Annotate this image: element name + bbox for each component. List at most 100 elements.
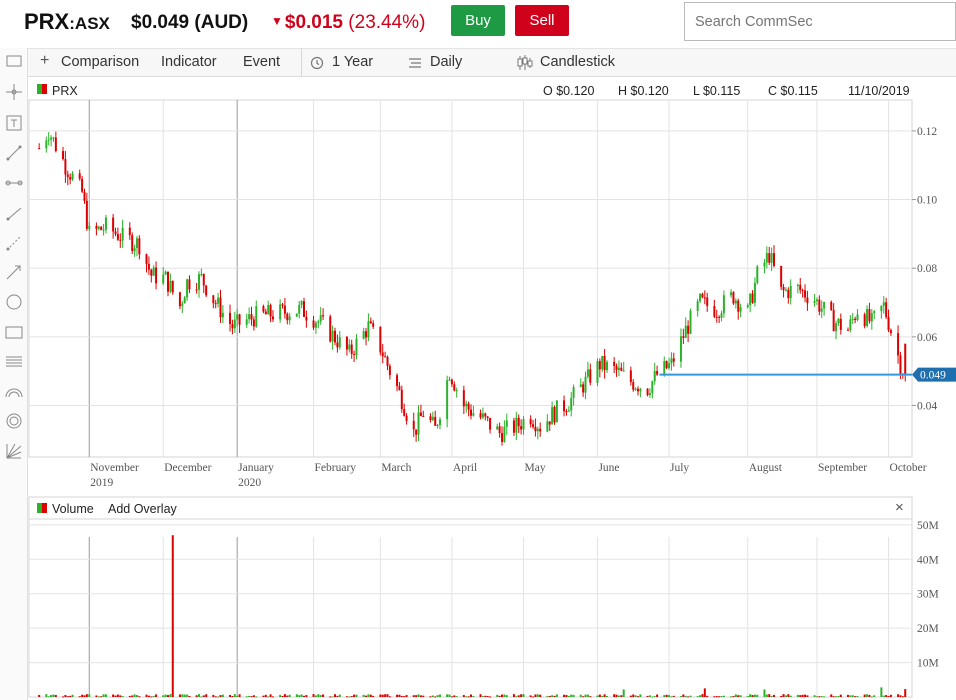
candle-body — [668, 363, 671, 369]
candle-body — [739, 307, 742, 312]
volume-bar — [166, 695, 169, 697]
candle-body — [81, 178, 84, 192]
down-color-swatch — [42, 84, 47, 94]
candle-body — [820, 308, 823, 312]
volume-bar — [804, 694, 807, 697]
candle-body — [448, 379, 451, 381]
toolbar-divider — [301, 49, 302, 77]
pointer-tool-icon[interactable] — [3, 50, 25, 72]
indicator-button[interactable]: Indicator — [161, 54, 217, 70]
gann-tool-icon[interactable] — [3, 440, 25, 462]
candle-body — [85, 200, 88, 229]
rectangle-tool-icon[interactable] — [3, 321, 25, 343]
volume-bar — [95, 695, 98, 697]
buy-button[interactable]: Buy — [451, 5, 505, 36]
interval-selector[interactable]: Daily — [430, 54, 463, 70]
candle-body — [348, 344, 351, 350]
sell-button[interactable]: Sell — [515, 5, 569, 36]
volume-bar — [787, 694, 790, 697]
candle-body — [384, 356, 387, 358]
arc-tool-icon[interactable] — [3, 381, 25, 403]
volume-bar — [784, 695, 787, 697]
candle-body — [851, 318, 854, 320]
volume-bar — [629, 695, 632, 697]
ray-tool-icon[interactable] — [3, 202, 25, 224]
candle-body — [217, 297, 220, 304]
candle-body — [353, 353, 356, 355]
volume-bar — [97, 696, 100, 698]
candle-body — [238, 314, 241, 325]
volume-bar — [897, 694, 900, 697]
volume-bar — [62, 696, 65, 698]
crosshair-tool-icon[interactable] — [3, 81, 25, 103]
candle-body — [603, 356, 606, 371]
volume-bar — [271, 696, 274, 698]
x-tick-label: September — [818, 462, 867, 474]
volume-bar — [264, 694, 267, 697]
volume-bar — [381, 694, 384, 697]
candle-body — [832, 309, 835, 332]
candle-body — [400, 389, 403, 409]
volume-bar — [186, 694, 189, 697]
add-overlay-button[interactable]: Add Overlay — [108, 502, 178, 516]
candle-body — [501, 433, 504, 442]
volume-bar — [515, 696, 518, 698]
volume-bar — [419, 695, 422, 697]
volume-bar — [152, 695, 155, 697]
candle-body — [312, 320, 315, 328]
volume-bar — [45, 694, 48, 697]
candle-body — [131, 235, 134, 252]
candle-body — [229, 312, 232, 324]
horizontal-line-tool-icon[interactable] — [3, 172, 25, 194]
candle-body — [605, 361, 608, 371]
candle-body — [837, 318, 840, 324]
range-selector[interactable]: 1 Year — [332, 54, 374, 70]
volume-bar — [400, 695, 403, 697]
event-button[interactable]: Event — [243, 54, 281, 70]
candle-body — [789, 285, 792, 299]
volume-bar — [634, 695, 637, 697]
candles-group — [38, 131, 907, 446]
volume-bar — [699, 695, 702, 697]
x-tick-label: July — [670, 462, 689, 474]
volume-bar — [66, 696, 69, 698]
candle-body — [548, 421, 551, 425]
candle-body — [737, 300, 740, 312]
volume-bar — [133, 694, 136, 697]
volume-bar — [298, 695, 301, 697]
volume-bar — [362, 694, 365, 697]
candle-body — [314, 322, 317, 328]
volume-bar — [532, 696, 535, 698]
text-tool-icon[interactable] — [3, 112, 25, 134]
fibonacci-tool-icon[interactable] — [3, 351, 25, 373]
search-input[interactable] — [684, 2, 956, 41]
candle-body — [553, 407, 556, 423]
volume-bar — [322, 694, 325, 697]
circle-tool-icon[interactable] — [3, 291, 25, 313]
candle-body — [885, 302, 888, 318]
volume-bar — [102, 694, 105, 697]
volume-bar — [403, 696, 406, 698]
close-volume-icon[interactable]: × — [895, 499, 904, 516]
change-amount: $0.015 — [284, 12, 344, 33]
volume-bar — [498, 695, 501, 697]
chart-type-selector[interactable]: Candlestick — [540, 54, 615, 70]
candle-body — [100, 226, 103, 230]
volume-bar — [639, 694, 642, 697]
candle-body — [866, 309, 869, 327]
spiral-tool-icon[interactable] — [3, 410, 25, 432]
line-tool-icon[interactable] — [3, 142, 25, 164]
comparison-button[interactable]: Comparison — [61, 54, 140, 70]
arrow-tool-icon[interactable] — [3, 261, 25, 283]
candle-body — [262, 306, 265, 312]
volume-bar — [753, 694, 756, 697]
chart-toolbar: + Comparison Indicator Event 1 Year Dail… — [0, 48, 956, 77]
volume-bar — [412, 695, 415, 697]
candle-body — [152, 267, 155, 276]
candle-body — [128, 227, 131, 236]
candle-body — [412, 420, 415, 430]
volume-bar — [773, 694, 776, 697]
candle-body — [734, 300, 737, 304]
trend-tool-icon[interactable] — [3, 232, 25, 254]
volume-bar — [238, 694, 241, 697]
